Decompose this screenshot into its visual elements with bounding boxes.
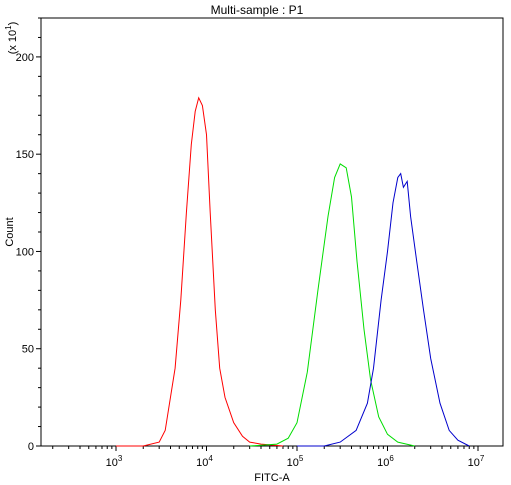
y-multiplier-label: (x 101) [4,22,19,55]
x-tick-label: 103 [106,454,123,469]
x-tick-label: 105 [287,454,304,469]
y-axis-title: Count [4,217,16,246]
x-tick-label: 106 [377,454,394,469]
series-1-curve [116,96,284,447]
plot-frame [40,17,504,447]
y-tick-label: 50 [22,344,34,356]
x-axis-title: FITC-A [254,472,290,484]
x-tick-label: 107 [468,454,485,469]
y-tick-label: 200 [16,52,34,64]
y-tick-label: 100 [16,246,34,258]
chart-title: Multi-sample : P1 [211,3,304,17]
series-3-curve [297,172,470,447]
plot-area: 0 50 100 150 200 103 104 105 106 107 [16,17,504,469]
x-tick-label: 104 [196,454,213,469]
y-tick-label: 0 [28,441,34,453]
series-2-curve [249,163,415,447]
y-tick-label: 150 [16,149,34,161]
